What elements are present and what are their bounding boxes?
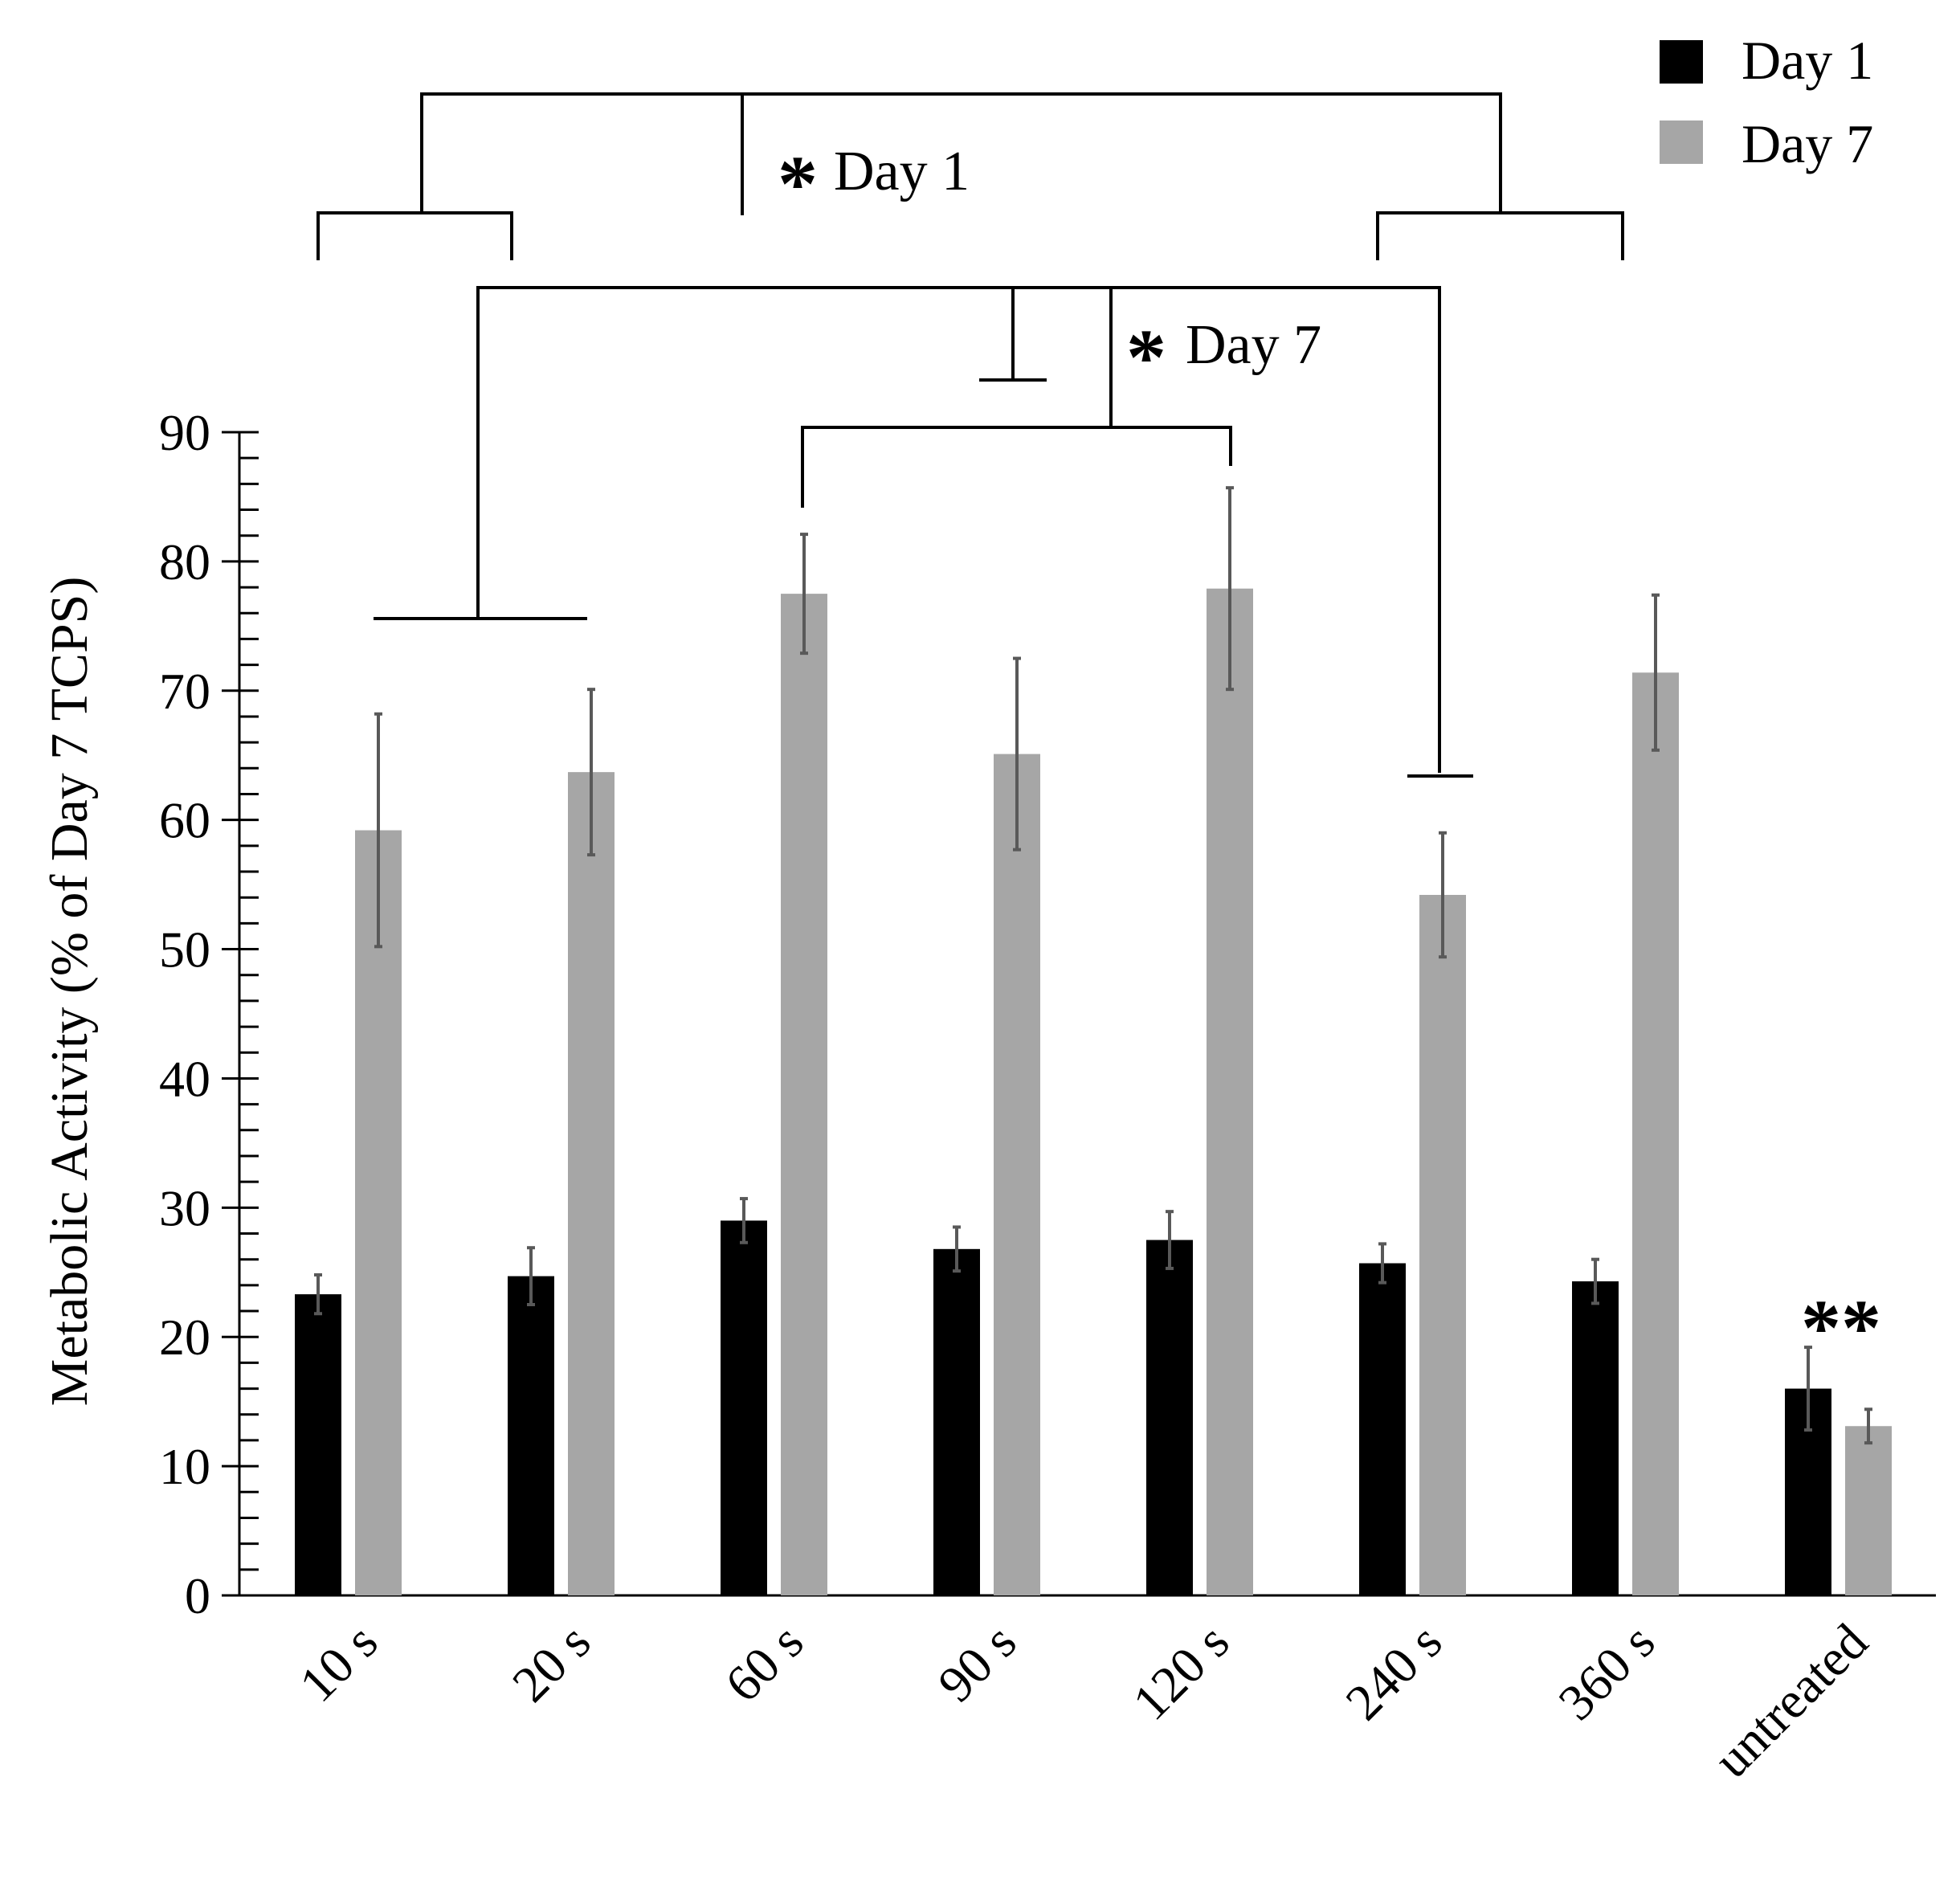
y-tick-label: 80 [159,533,210,590]
x-category-label: 120 s [1121,1613,1239,1731]
y-tick-label: 0 [185,1567,210,1624]
bar-day-1 [933,1248,980,1595]
bar-day-1 [295,1294,341,1595]
significance-bracket-day7 [374,286,1473,778]
bar-day-1 [1146,1240,1193,1595]
bracket-day1-right [1376,211,1624,260]
bar-day-1 [721,1220,767,1595]
bar-day-7 [1419,894,1466,1595]
bracket-day1-top [420,92,1502,213]
x-category-label: untreated [1703,1613,1879,1789]
bar-day-7 [1632,672,1679,1595]
legend-label-day7: Day 7 [1742,113,1873,174]
x-category-label: 60 s [714,1613,814,1713]
legend-label-day1: Day 1 [1742,30,1873,91]
x-category-label: 360 s [1547,1613,1665,1731]
sig-day1-label: Day 1 [834,141,970,202]
legend-swatch-day7 [1660,120,1703,164]
x-category-label: 10 s [288,1613,388,1713]
y-tick-label: 70 [159,663,210,720]
bar-day-7 [1845,1426,1892,1595]
bar-day-7 [994,754,1040,1596]
sig-day7-label: Day 7 [1186,314,1321,376]
bar-day-7 [1207,588,1253,1595]
y-tick-label: 30 [159,1179,210,1236]
x-category-label: 240 s [1334,1613,1452,1731]
bars [295,588,1892,1596]
y-tick-label: 60 [159,792,210,849]
bar-day-1 [1572,1281,1619,1595]
significance-bracket-day1 [316,92,1624,260]
bar-day-1 [1359,1263,1406,1595]
y-axis-title: Metabolic Activity (% of Day 7 TCPS) [40,577,99,1407]
y-tick-label: 10 [159,1438,210,1495]
bar-day-7 [568,772,615,1596]
x-category-label: 20 s [501,1613,601,1713]
y-tick-label: 90 [159,404,210,461]
bar-day-7 [355,830,402,1595]
legend-swatch-day1 [1660,40,1703,84]
sig-day1-star: * [778,139,818,228]
bracket-day7-inner [801,426,1232,508]
bar-day-7 [781,594,827,1595]
untreated-significance-marker: ** [1801,1283,1881,1372]
y-tick-labels: 0 10 20 30 40 50 60 70 80 90 [159,404,210,1624]
bracket-day7-top [476,286,1441,773]
bar-day-1 [508,1276,554,1595]
y-ticks [222,431,259,1597]
legend: Day 1 Day 7 [1660,30,1873,174]
error-bars [314,486,1872,1445]
y-tick-label: 50 [159,921,210,978]
category-labels: 10 s 20 s 60 s 90 s 120 s 240 s 360 s untreated [288,1613,1878,1789]
y-tick-label: 20 [159,1309,210,1366]
y-tick-label: 40 [159,1050,210,1107]
x-category-label: 90 s [927,1613,1027,1713]
bracket-day1-left [316,211,513,260]
sig-day7-star: * [1126,312,1166,402]
